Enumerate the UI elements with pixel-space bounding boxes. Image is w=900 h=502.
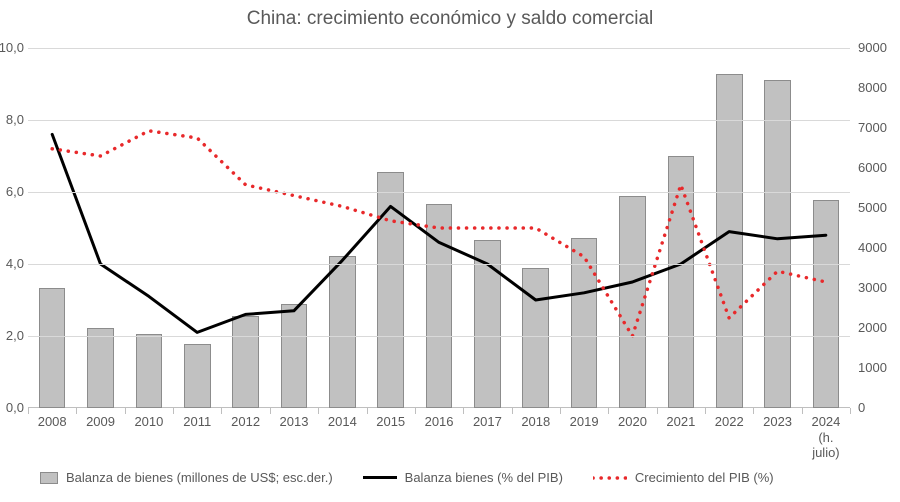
legend-label: Balanza de bienes (millones de US$; esc.… bbox=[66, 470, 333, 485]
y-right-tick-label: 0 bbox=[858, 400, 865, 415]
y-left-tick-label: 4,0 bbox=[0, 256, 24, 271]
x-tick-label: 2012 bbox=[221, 414, 269, 461]
legend-item: Crecimiento del PIB (%) bbox=[593, 470, 774, 485]
x-tick-label: 2020 bbox=[608, 414, 656, 461]
x-tick-label: 2023 bbox=[753, 414, 801, 461]
y-left-tick-label: 0,0 bbox=[0, 400, 24, 415]
legend-swatch-line-black bbox=[363, 476, 397, 479]
gridline bbox=[28, 192, 850, 193]
gridline bbox=[28, 264, 850, 265]
line-crecimiento-pib bbox=[52, 131, 826, 336]
y-right-tick-label: 6000 bbox=[858, 160, 887, 175]
chart-title: China: crecimiento económico y saldo com… bbox=[0, 8, 900, 30]
y-left-tick-label: 10,0 bbox=[0, 40, 24, 55]
y-left-tick-label: 2,0 bbox=[0, 328, 24, 343]
y-right-tick-label: 5000 bbox=[858, 200, 887, 215]
legend-swatch-bar bbox=[40, 472, 58, 484]
y-right-tick-label: 7000 bbox=[858, 120, 887, 135]
gridline bbox=[28, 120, 850, 121]
y-right-tick-label: 9000 bbox=[858, 40, 887, 55]
x-tick-label: 2022 bbox=[705, 414, 753, 461]
x-tick-label: 2014 bbox=[318, 414, 366, 461]
y-left-tick-label: 8,0 bbox=[0, 112, 24, 127]
legend: Balanza de bienes (millones de US$; esc.… bbox=[0, 470, 900, 485]
x-tick-label: 2010 bbox=[125, 414, 173, 461]
x-axis-labels: 2008200920102011201220132014201520162017… bbox=[28, 414, 850, 461]
y-right-tick-label: 4000 bbox=[858, 240, 887, 255]
x-tick-label: 2021 bbox=[657, 414, 705, 461]
x-tick-label: 2008 bbox=[28, 414, 76, 461]
gridline bbox=[28, 48, 850, 49]
gridline bbox=[28, 336, 850, 337]
legend-swatch-line-red bbox=[593, 474, 627, 482]
y-left-tick-label: 6,0 bbox=[0, 184, 24, 199]
legend-label: Balanza bienes (% del PIB) bbox=[405, 470, 563, 485]
y-right-tick-label: 2000 bbox=[858, 320, 887, 335]
x-tick bbox=[850, 408, 851, 414]
line-series-layer bbox=[28, 48, 850, 408]
legend-label: Crecimiento del PIB (%) bbox=[635, 470, 774, 485]
x-tick-label: 2019 bbox=[560, 414, 608, 461]
x-tick-label: 2011 bbox=[173, 414, 221, 461]
x-tick-label: 2016 bbox=[415, 414, 463, 461]
y-right-tick-label: 8000 bbox=[858, 80, 887, 95]
chart-container: China: crecimiento económico y saldo com… bbox=[0, 0, 900, 502]
x-tick-label: 2015 bbox=[367, 414, 415, 461]
y-right-tick-label: 1000 bbox=[858, 360, 887, 375]
x-tick-label: 2024(h.julio) bbox=[802, 414, 850, 461]
legend-item: Balanza de bienes (millones de US$; esc.… bbox=[40, 470, 333, 485]
x-tick-label: 2013 bbox=[270, 414, 318, 461]
x-tick-label: 2009 bbox=[76, 414, 124, 461]
x-tick-label: 2017 bbox=[463, 414, 511, 461]
x-tick-label: 2018 bbox=[512, 414, 560, 461]
y-right-tick-label: 3000 bbox=[858, 280, 887, 295]
line-balanza-pct-pib bbox=[52, 134, 826, 332]
legend-item: Balanza bienes (% del PIB) bbox=[363, 470, 563, 485]
plot-area bbox=[28, 48, 850, 408]
